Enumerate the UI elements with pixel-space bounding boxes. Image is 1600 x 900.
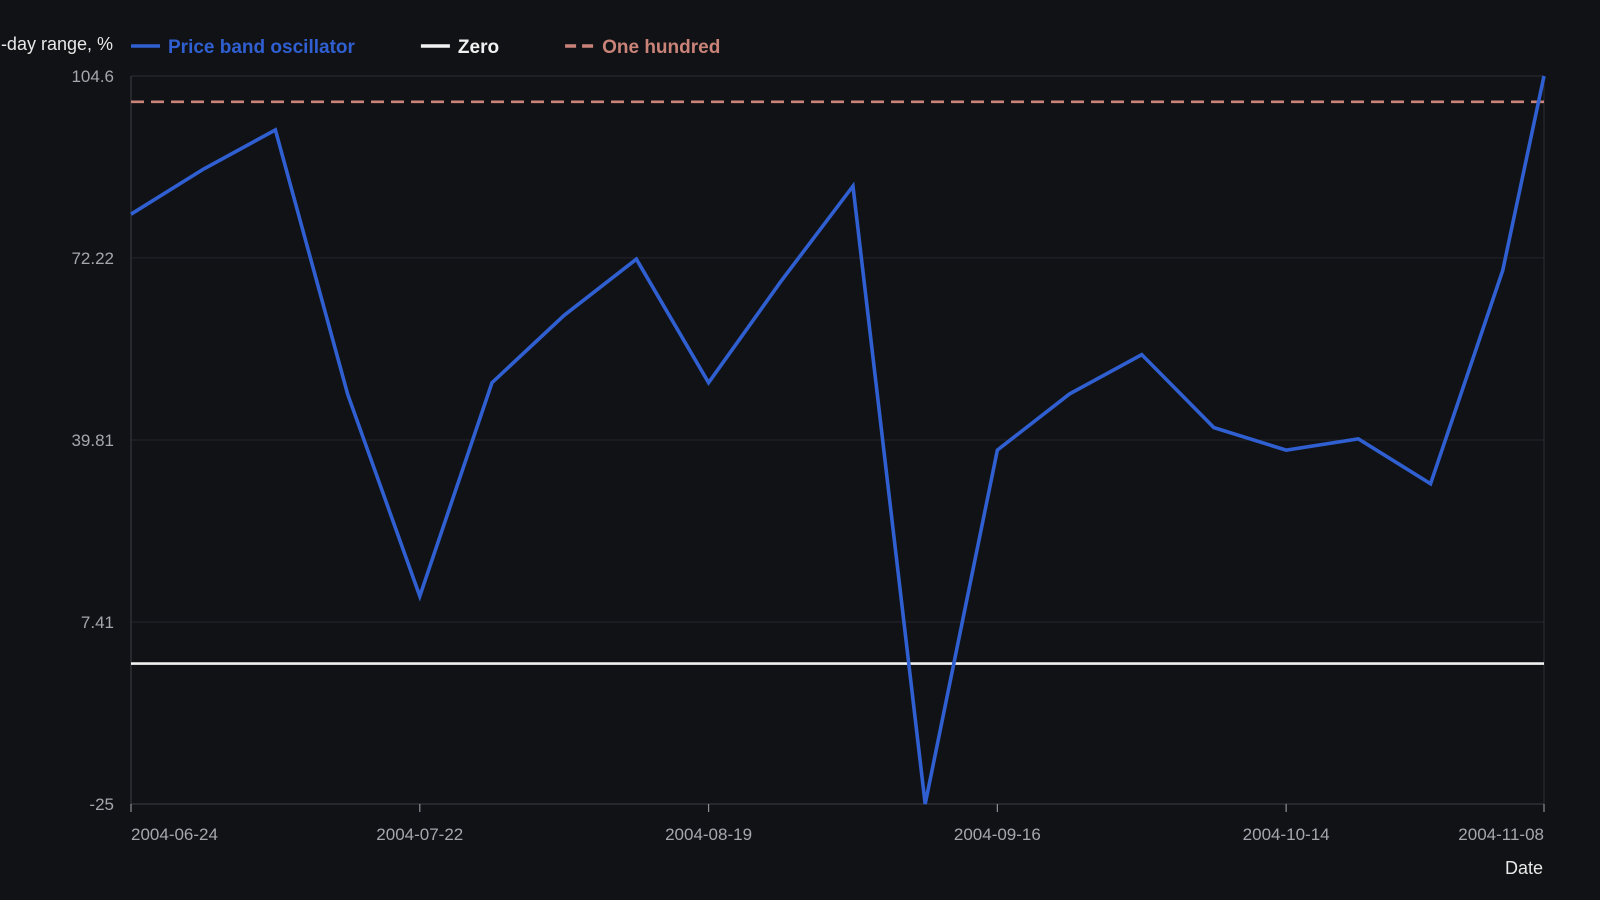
y-tick-label: 104.6 bbox=[71, 67, 114, 86]
legend-label: One hundred bbox=[602, 37, 720, 58]
series-layer bbox=[130, 75, 1546, 805]
legend-label: Zero bbox=[458, 37, 499, 58]
grid bbox=[131, 75, 1545, 804]
series-line-price-band-oscillator bbox=[130, 75, 1546, 805]
x-tick-label: 2004-07-22 bbox=[376, 825, 463, 844]
legend: Price band oscillator Zero One hundred bbox=[131, 37, 720, 58]
x-tick-label: 2004-11-08 bbox=[1458, 825, 1544, 844]
axes: 104.6 72.22 39.81 7.41 -25 2004-06-24 2004-07-… bbox=[71, 67, 1545, 844]
x-tick-label: 2004-06-24 bbox=[131, 825, 218, 844]
x-tick-label: 2004-10-14 bbox=[1243, 825, 1330, 844]
x-tick-label: 2004-09-16 bbox=[954, 825, 1041, 844]
y-axis-title: …-day range, % bbox=[0, 34, 113, 54]
y-tick-label: 72.22 bbox=[71, 249, 114, 268]
x-tick-label: 2004-08-19 bbox=[665, 825, 752, 844]
x-axis-title: Date bbox=[1505, 858, 1543, 878]
y-tick-label: 39.81 bbox=[71, 431, 114, 450]
y-tick-label: 7.41 bbox=[81, 613, 114, 632]
y-tick-label: -25 bbox=[89, 795, 114, 814]
legend-label: Price band oscillator bbox=[168, 37, 355, 58]
